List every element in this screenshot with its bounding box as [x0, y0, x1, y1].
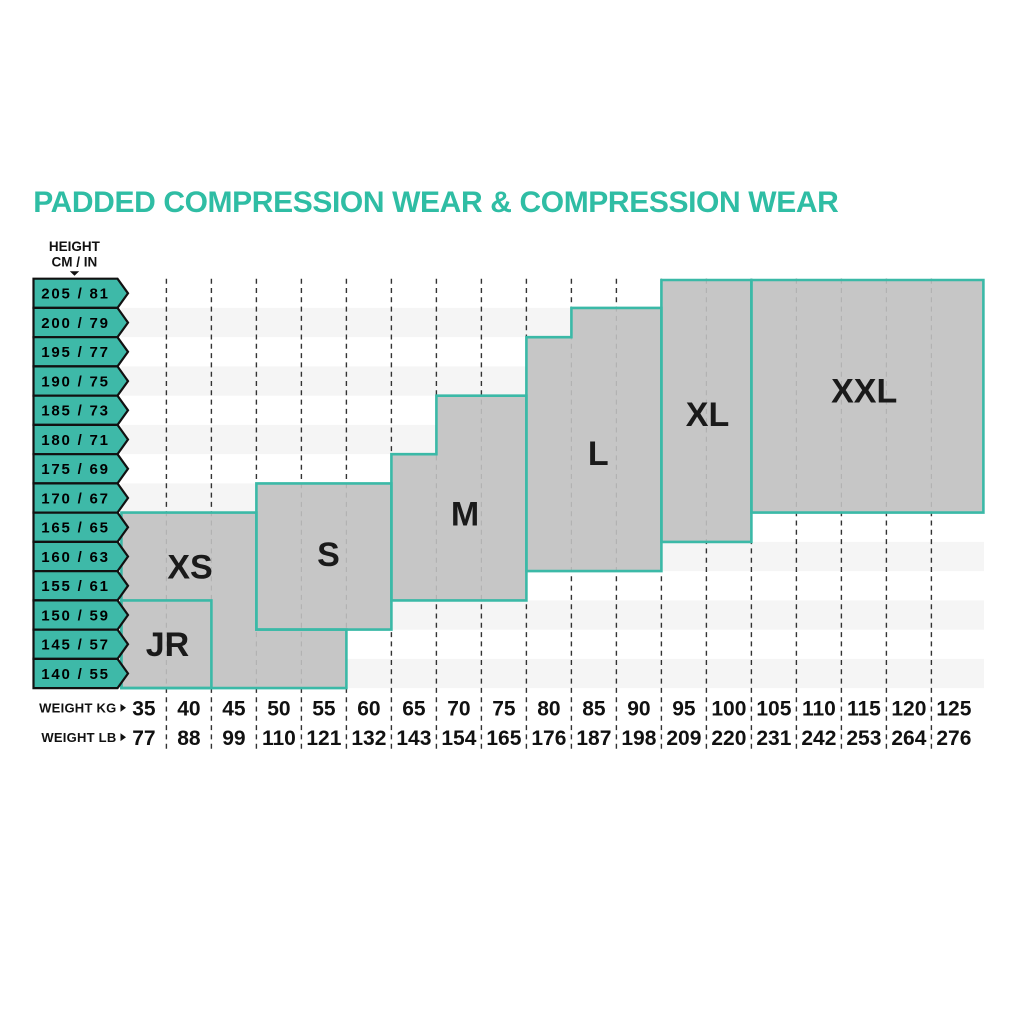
svg-text:140 / 55: 140 / 55: [41, 666, 110, 683]
svg-text:185 / 73: 185 / 73: [41, 403, 110, 420]
svg-text:121: 121: [306, 727, 341, 750]
svg-text:60: 60: [357, 697, 380, 720]
svg-text:110: 110: [802, 697, 836, 720]
svg-text:99: 99: [222, 727, 245, 750]
svg-text:187: 187: [576, 727, 611, 750]
svg-text:HEIGHT: HEIGHT: [49, 239, 101, 254]
svg-text:88: 88: [177, 727, 201, 750]
svg-text:198: 198: [621, 727, 656, 750]
svg-text:155 / 61: 155 / 61: [41, 578, 110, 595]
svg-text:L: L: [588, 435, 609, 473]
svg-text:242: 242: [801, 727, 836, 750]
svg-text:253: 253: [846, 727, 881, 750]
svg-text:77: 77: [132, 727, 155, 750]
svg-text:276: 276: [936, 727, 971, 750]
svg-text:143: 143: [396, 727, 431, 750]
svg-text:170 / 67: 170 / 67: [41, 490, 110, 507]
svg-text:100: 100: [711, 697, 746, 720]
svg-text:150 / 59: 150 / 59: [41, 607, 110, 624]
svg-text:75: 75: [492, 697, 516, 720]
svg-text:160 / 63: 160 / 63: [41, 549, 110, 566]
svg-text:65: 65: [402, 697, 426, 720]
svg-text:55: 55: [312, 697, 336, 720]
svg-text:WEIGHT KG: WEIGHT KG: [39, 701, 116, 716]
svg-text:190 / 75: 190 / 75: [41, 374, 110, 391]
svg-text:154: 154: [441, 727, 476, 750]
svg-text:180 / 71: 180 / 71: [41, 432, 110, 449]
svg-text:115: 115: [847, 697, 881, 720]
svg-text:120: 120: [891, 697, 926, 720]
svg-text:264: 264: [891, 727, 926, 750]
svg-text:231: 231: [756, 727, 791, 750]
svg-text:95: 95: [672, 697, 696, 720]
svg-text:40: 40: [177, 697, 200, 720]
svg-text:85: 85: [582, 697, 606, 720]
svg-text:XL: XL: [686, 396, 729, 434]
svg-text:105: 105: [756, 697, 791, 720]
svg-text:35: 35: [132, 697, 156, 720]
svg-text:175 / 69: 175 / 69: [41, 461, 110, 478]
svg-text:PADDED COMPRESSION WEAR & COMP: PADDED COMPRESSION WEAR & COMPRESSION WE…: [33, 186, 839, 219]
svg-text:195 / 77: 195 / 77: [41, 344, 110, 361]
svg-text:50: 50: [267, 697, 290, 720]
svg-text:M: M: [451, 495, 479, 533]
svg-text:200 / 79: 200 / 79: [41, 315, 110, 332]
svg-text:S: S: [317, 536, 340, 574]
svg-text:90: 90: [627, 697, 650, 720]
svg-text:176: 176: [531, 727, 566, 750]
svg-text:CM / IN: CM / IN: [52, 254, 98, 269]
svg-text:125: 125: [936, 697, 971, 720]
svg-text:70: 70: [447, 697, 470, 720]
svg-text:XS: XS: [167, 549, 212, 587]
svg-text:220: 220: [711, 727, 746, 750]
svg-text:205 / 81: 205 / 81: [41, 286, 110, 303]
svg-text:132: 132: [351, 727, 386, 750]
svg-text:80: 80: [537, 697, 560, 720]
svg-text:110: 110: [262, 727, 296, 750]
svg-text:45: 45: [222, 697, 246, 720]
svg-text:165 / 65: 165 / 65: [41, 520, 110, 537]
svg-text:WEIGHT LB: WEIGHT LB: [41, 730, 116, 745]
svg-text:145 / 57: 145 / 57: [41, 637, 110, 654]
svg-text:209: 209: [666, 727, 701, 750]
svg-text:XXL: XXL: [831, 373, 897, 411]
svg-text:JR: JR: [146, 626, 189, 664]
svg-text:165: 165: [486, 727, 521, 750]
